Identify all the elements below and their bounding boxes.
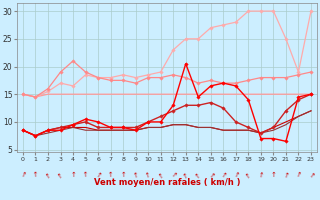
Text: ↑: ↑: [94, 172, 102, 179]
Text: ↑: ↑: [182, 172, 189, 179]
Text: ↑: ↑: [82, 172, 90, 180]
Text: ↑: ↑: [207, 172, 214, 179]
Text: ↑: ↑: [307, 172, 315, 180]
Text: ↑: ↑: [282, 172, 290, 180]
Text: ↑: ↑: [232, 172, 240, 179]
Text: ↑: ↑: [119, 172, 127, 180]
Text: ↑: ↑: [156, 172, 165, 180]
Text: ↑: ↑: [170, 172, 176, 178]
Text: ↑: ↑: [44, 172, 52, 180]
Text: ↑: ↑: [245, 172, 252, 179]
Text: ↑: ↑: [145, 172, 152, 179]
Text: ↑: ↑: [57, 172, 64, 179]
Text: ↑: ↑: [70, 172, 76, 179]
Text: ↑: ↑: [19, 172, 27, 180]
Text: ↑: ↑: [107, 172, 114, 179]
Text: ↑: ↑: [31, 172, 40, 180]
Text: ↑: ↑: [258, 172, 264, 179]
X-axis label: Vent moyen/en rafales ( km/h ): Vent moyen/en rafales ( km/h ): [94, 178, 240, 187]
Text: ↑: ↑: [219, 172, 228, 180]
Text: ↑: ↑: [270, 172, 277, 179]
Text: ↑: ↑: [132, 172, 140, 180]
Text: ↑: ↑: [194, 172, 202, 180]
Text: ↑: ↑: [294, 172, 302, 180]
